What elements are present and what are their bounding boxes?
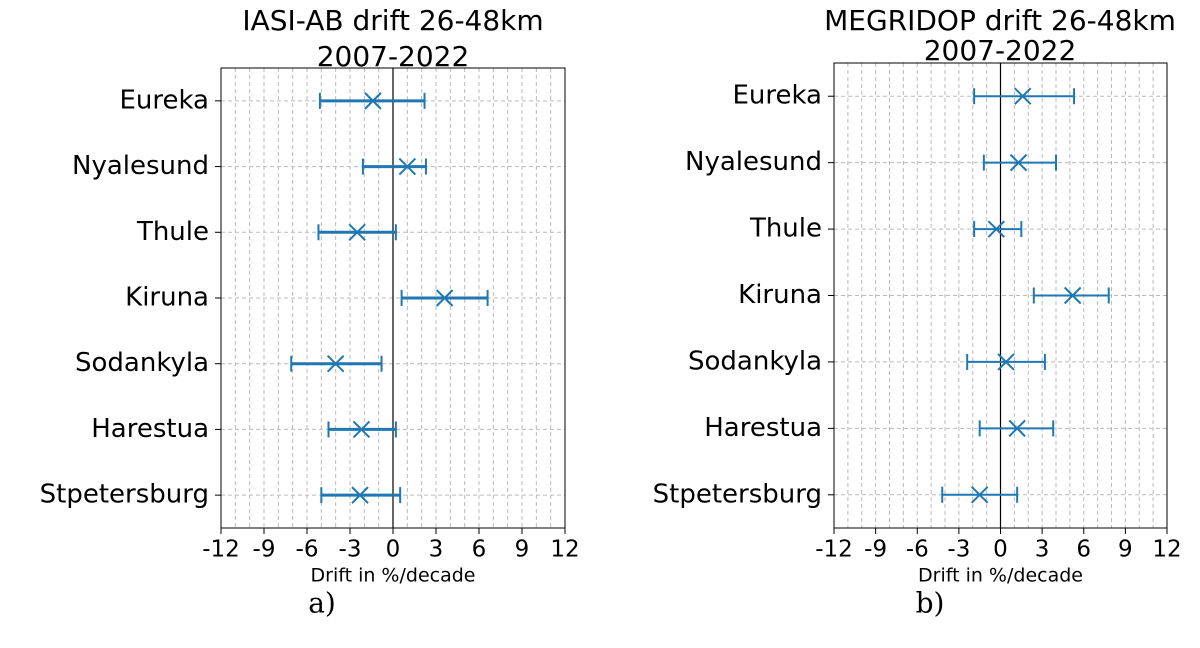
marker [398,157,417,176]
panel-caption: b) [916,587,945,620]
x-tick-label: -6 [296,537,319,563]
marker [326,355,345,373]
x-tick-label: 9 [1118,537,1133,563]
x-tick-label: -6 [906,537,929,563]
x-tick-label: 0 [993,537,1008,563]
chart-title: IASI-AB drift 26-48km [242,4,543,37]
y-tick-label: Eureka [732,81,822,111]
marker [970,486,989,504]
marker [352,420,371,439]
chart-title: MEGRIDOP drift 26-48km [824,4,1176,37]
x-tick-label: 3 [1035,537,1050,563]
y-tick-label: Stpetersburg [653,479,822,509]
chart-subtitle: 2007-2022 [924,34,1077,67]
marker [435,289,454,307]
x-tick-label: -12 [815,537,853,563]
x-axis-label: Drift in %/decade [311,565,476,587]
x-tick-label: 6 [472,537,487,563]
marker [1013,87,1032,105]
x-tick-label: -12 [202,537,240,563]
y-tick-label: Sodankyla [75,348,209,378]
x-tick-label: -3 [947,537,970,563]
x-tick-label: 3 [429,537,444,563]
x-tick-label: 0 [386,537,401,563]
y-tick-label: Sodankyla [688,346,822,376]
x-tick-label: -3 [339,537,362,563]
y-tick-label: Thule [136,217,209,247]
y-tick-label: Thule [749,214,822,244]
y-tick-label: Stpetersburg [40,480,209,510]
marker [1009,153,1028,172]
x-tick-label: 6 [1076,537,1091,563]
marker [364,92,382,110]
marker [348,223,366,241]
y-tick-label: Kiruna [738,280,822,310]
x-tick-label: -9 [253,537,276,563]
marker [1008,419,1026,438]
x-tick-label: 9 [515,537,530,563]
x-tick-label: 12 [550,537,579,563]
x-tick-label: 12 [1152,537,1181,563]
panel-caption: a) [308,587,336,620]
y-tick-label: Nyalesund [72,151,209,181]
marker [987,220,1006,238]
y-tick-label: Harestua [704,413,822,443]
y-tick-label: Nyalesund [685,147,822,177]
y-tick-label: Eureka [119,85,209,115]
marker [351,486,369,504]
y-tick-label: Kiruna [125,283,209,313]
marker [997,353,1015,371]
x-tick-label: -9 [864,537,887,563]
marker [1063,286,1082,305]
y-tick-label: Harestua [91,414,209,444]
x-axis-label: Drift in %/decade [918,565,1083,587]
